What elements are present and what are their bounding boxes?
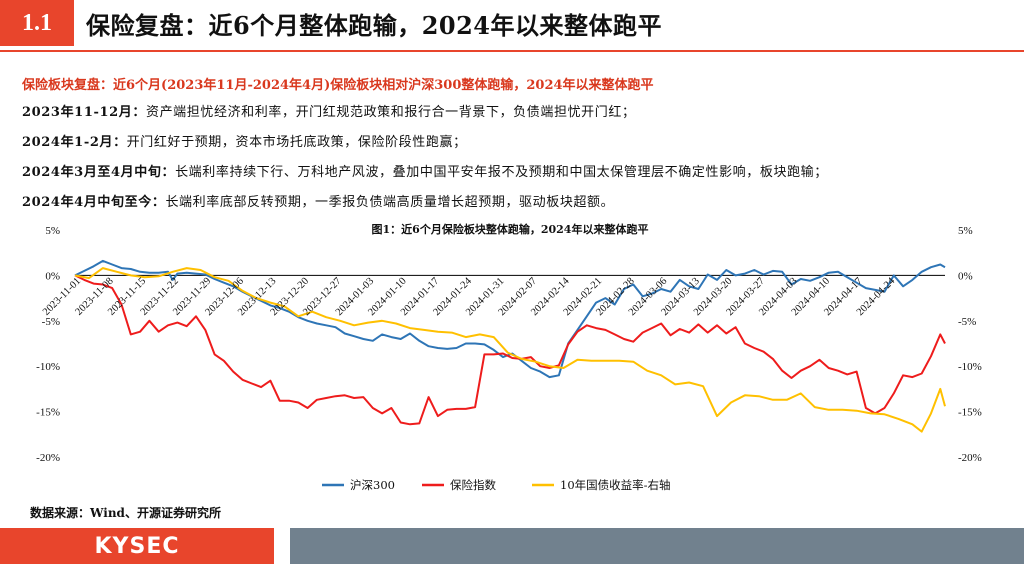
paragraph-label: 2024年1-2月： bbox=[22, 135, 127, 150]
paragraph-text: 长端利率持续下行、万科地产风波，叠加中国平安年报不及预期和中国太保管理层不确定性… bbox=[175, 165, 828, 180]
left-y-tick-label: -20% bbox=[36, 452, 60, 464]
paragraph-4: 2024年4月中旬至今：长端利率底部反转预期，一季报负债端高质量增长超预期，驱动… bbox=[22, 191, 614, 210]
page-title: 保险复盘：近6个月整体跑输，2024年以来整体跑平 bbox=[86, 11, 662, 40]
chart-title: 图1：近6个月保险板块整体跑输，2024年以来整体跑平 bbox=[372, 222, 649, 236]
paragraph-text: 资产端担忧经济和利率，开门红规范政策和报行合一背景下，负债端担忧开门红； bbox=[145, 105, 636, 120]
right-y-tick-label: -15% bbox=[958, 407, 982, 419]
right-y-tick-label: -20% bbox=[958, 452, 982, 464]
header-divider bbox=[0, 50, 1024, 52]
left-y-tick-label: -10% bbox=[36, 361, 60, 373]
series-line-保险指数 bbox=[74, 274, 946, 426]
left-y-tick-label: -5% bbox=[42, 316, 60, 328]
paragraph-1: 2023年11-12月：资产端担忧经济和利率，开门红规范政策和报行合一背景下，负… bbox=[22, 101, 636, 120]
kysec-logo: KYSEC bbox=[0, 528, 274, 564]
series-line-10年国债收益率-右轴 bbox=[74, 267, 946, 433]
legend-label: 10年国债收益率-右轴 bbox=[560, 478, 671, 492]
paragraph-2: 2024年1-2月：开门红好于预期，资本市场托底政策，保险阶段性跑赢； bbox=[22, 131, 467, 150]
paragraph-label: 2024年4月中旬至今： bbox=[22, 195, 166, 210]
paragraph-label: 2023年11-12月： bbox=[22, 105, 146, 120]
right-y-tick-label: 5% bbox=[958, 225, 973, 237]
paragraph-label: 2024年3月至4月中旬： bbox=[22, 165, 176, 180]
data-source: 数据来源：Wind、开源证券研究所 bbox=[30, 506, 221, 520]
right-y-tick-label: -5% bbox=[958, 316, 976, 328]
legend-label: 沪深300 bbox=[350, 478, 395, 492]
left-y-tick-label: -15% bbox=[36, 407, 60, 419]
left-y-tick-label: 5% bbox=[45, 225, 60, 237]
section-number: 1.1 bbox=[0, 0, 74, 46]
paragraph-3: 2024年3月至4月中旬：长端利率持续下行、万科地产风波，叠加中国平安年报不及预… bbox=[22, 161, 828, 180]
right-y-tick-label: 0% bbox=[958, 270, 973, 282]
footer-bar bbox=[290, 528, 1024, 564]
right-y-tick-label: -10% bbox=[958, 361, 982, 373]
paragraph-text: 开门红好于预期，资本市场托底政策，保险阶段性跑赢； bbox=[126, 135, 467, 150]
paragraph-text: 长端利率底部反转预期，一季报负债端高质量增长超预期，驱动板块超额。 bbox=[165, 195, 615, 210]
legend-label: 保险指数 bbox=[450, 478, 496, 492]
summary-headline: 保险板块复盘：近6个月(2023年11月-2024年4月)保险板块相对沪深300… bbox=[22, 78, 654, 93]
left-y-tick-label: 0% bbox=[45, 270, 60, 282]
line-chart: 图1：近6个月保险板块整体跑输，2024年以来整体跑平 5% 5% 0% 0% -5% -5… bbox=[36, 222, 982, 492]
